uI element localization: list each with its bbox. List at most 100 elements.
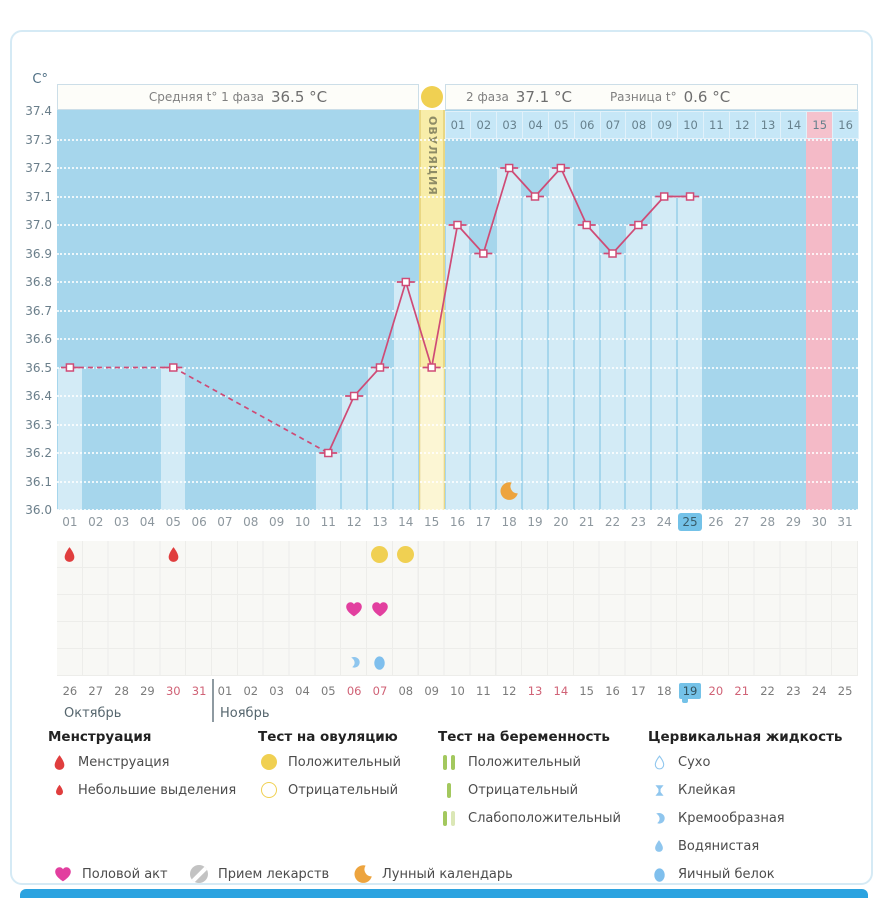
calendar-date-27[interactable]: 27 bbox=[83, 681, 109, 701]
calendar-date-21[interactable]: 21 bbox=[729, 681, 755, 701]
calendar-date-26[interactable]: 26 bbox=[57, 681, 83, 701]
cycle-day-15[interactable]: 15 bbox=[419, 511, 445, 533]
calendar-date-22[interactable]: 22 bbox=[755, 681, 781, 701]
phase2-day-06[interactable]: 06 bbox=[573, 111, 601, 139]
calendar-date-08[interactable]: 08 bbox=[393, 681, 419, 701]
temp-point-day-25[interactable] bbox=[685, 192, 695, 201]
temp-point-day-12[interactable] bbox=[349, 391, 359, 401]
phase2-day-07[interactable]: 07 bbox=[599, 111, 627, 139]
phase2-average-header: 2 фаза 37.1 °C Разница t° 0.6 °C bbox=[445, 84, 858, 110]
calendar-date-23[interactable]: 23 bbox=[780, 681, 806, 701]
calendar-date-20[interactable]: 20 bbox=[703, 681, 729, 701]
calendar-date-13[interactable]: 13 bbox=[522, 681, 548, 701]
phase1-average-header: Средняя t° 1 фаза 36.5 °C bbox=[57, 84, 419, 110]
calendar-date-24[interactable]: 24 bbox=[806, 681, 832, 701]
temp-point-day-21[interactable] bbox=[582, 220, 591, 230]
cycle-day-01[interactable]: 01 bbox=[57, 511, 83, 533]
calendar-date-09[interactable]: 09 bbox=[419, 681, 445, 701]
cycle-day-28[interactable]: 28 bbox=[755, 511, 781, 533]
cycle-day-25[interactable]: 25 bbox=[677, 511, 703, 533]
phase2-day-02[interactable]: 02 bbox=[470, 111, 498, 139]
calendar-date-19[interactable]: 19 bbox=[677, 681, 703, 703]
temp-point-day-5[interactable] bbox=[169, 363, 178, 372]
calendar-date-29[interactable]: 29 bbox=[135, 681, 161, 701]
temp-point-day-17[interactable] bbox=[479, 249, 488, 258]
cycle-day-29[interactable]: 29 bbox=[780, 511, 806, 533]
cycle-day-10[interactable]: 10 bbox=[290, 511, 316, 533]
phase2-day-16[interactable]: 16 bbox=[832, 111, 859, 139]
calendar-date-15[interactable]: 15 bbox=[574, 681, 600, 701]
cycle-day-30[interactable]: 30 bbox=[806, 511, 832, 533]
cycle-day-12[interactable]: 12 bbox=[341, 511, 367, 533]
y-tick-36.1: 36.1 bbox=[25, 474, 52, 489]
calendar-date-30[interactable]: 30 bbox=[160, 681, 186, 701]
temp-point-day-15[interactable] bbox=[427, 363, 436, 372]
calendar-date-label: 26 bbox=[62, 684, 78, 698]
calendar-date-07[interactable]: 07 bbox=[367, 681, 393, 701]
calendar-date-18[interactable]: 18 bbox=[651, 681, 677, 701]
cycle-day-14[interactable]: 14 bbox=[393, 511, 419, 533]
cycle-day-20[interactable]: 20 bbox=[548, 511, 574, 533]
temp-point-day-20[interactable] bbox=[556, 163, 566, 173]
phase2-day-13[interactable]: 13 bbox=[754, 111, 782, 139]
calendar-date-16[interactable]: 16 bbox=[600, 681, 626, 701]
calendar-date-11[interactable]: 11 bbox=[470, 681, 496, 701]
calendar-date-01[interactable]: 01 bbox=[212, 681, 238, 701]
legend-item-creamy: Кремообразная bbox=[648, 808, 785, 828]
calendar-date-03[interactable]: 03 bbox=[264, 681, 290, 701]
temp-point-day-1[interactable] bbox=[65, 363, 75, 372]
cycle-day-26[interactable]: 26 bbox=[703, 511, 729, 533]
calendar-date-28[interactable]: 28 bbox=[109, 681, 135, 701]
cycle-day-24[interactable]: 24 bbox=[651, 511, 677, 533]
cycle-day-label: 15 bbox=[424, 515, 440, 529]
menstruation-day-5-icon bbox=[168, 547, 179, 562]
temp-point-day-14[interactable] bbox=[401, 277, 411, 287]
calendar-date-02[interactable]: 02 bbox=[238, 681, 264, 701]
cycle-day-16[interactable]: 16 bbox=[445, 511, 471, 533]
cycle-day-06[interactable]: 06 bbox=[186, 511, 212, 533]
cycle-day-03[interactable]: 03 bbox=[109, 511, 135, 533]
temp-point-day-11[interactable] bbox=[324, 448, 333, 458]
cycle-day-11[interactable]: 11 bbox=[315, 511, 341, 533]
calendar-date-25[interactable]: 25 bbox=[832, 681, 858, 701]
temp-point-day-22[interactable] bbox=[608, 249, 617, 258]
cervical-creamy-day-12-icon bbox=[350, 657, 360, 668]
cycle-day-07[interactable]: 07 bbox=[212, 511, 238, 533]
cycle-day-09[interactable]: 09 bbox=[264, 511, 290, 533]
cycle-day-05[interactable]: 05 bbox=[160, 511, 186, 533]
cycle-day-23[interactable]: 23 bbox=[625, 511, 651, 533]
temp-point-day-13[interactable] bbox=[375, 363, 385, 372]
cycle-day-08[interactable]: 08 bbox=[238, 511, 264, 533]
phase2-day-14[interactable]: 14 bbox=[780, 111, 808, 139]
calendar-date-05[interactable]: 05 bbox=[315, 681, 341, 701]
phase2-day-10[interactable]: 10 bbox=[677, 111, 704, 139]
calendar-date-12[interactable]: 12 bbox=[496, 681, 522, 701]
cycle-day-02[interactable]: 02 bbox=[83, 511, 109, 533]
phase2-day-09[interactable]: 09 bbox=[651, 111, 679, 139]
cycle-day-13[interactable]: 13 bbox=[367, 511, 393, 533]
calendar-date-06[interactable]: 06 bbox=[341, 681, 367, 701]
cycle-day-27[interactable]: 27 bbox=[729, 511, 755, 533]
temp-point-day-23[interactable] bbox=[634, 220, 643, 230]
phase2-day-04[interactable]: 04 bbox=[522, 111, 549, 139]
cycle-day-18[interactable]: 18 bbox=[496, 511, 522, 533]
temp-point-day-18[interactable] bbox=[504, 163, 514, 173]
cycle-day-04[interactable]: 04 bbox=[135, 511, 161, 533]
phase2-day-03[interactable]: 03 bbox=[496, 111, 524, 139]
cycle-day-22[interactable]: 22 bbox=[600, 511, 626, 533]
cycle-day-19[interactable]: 19 bbox=[522, 511, 548, 533]
cycle-day-31[interactable]: 31 bbox=[832, 511, 858, 533]
phase2-day-15[interactable]: 15 bbox=[806, 111, 834, 139]
cycle-day-21[interactable]: 21 bbox=[574, 511, 600, 533]
calendar-date-14[interactable]: 14 bbox=[548, 681, 574, 701]
cycle-day-17[interactable]: 17 bbox=[470, 511, 496, 533]
temp-point-day-24[interactable] bbox=[659, 192, 669, 201]
phase2-day-05[interactable]: 05 bbox=[547, 111, 575, 139]
calendar-date-31[interactable]: 31 bbox=[186, 681, 212, 701]
temp-point-day-19[interactable] bbox=[530, 192, 540, 201]
calendar-date-10[interactable]: 10 bbox=[445, 681, 471, 701]
calendar-date-17[interactable]: 17 bbox=[625, 681, 651, 701]
calendar-date-04[interactable]: 04 bbox=[290, 681, 316, 701]
temp-point-day-16[interactable] bbox=[453, 220, 462, 230]
events-grid[interactable] bbox=[57, 541, 858, 676]
